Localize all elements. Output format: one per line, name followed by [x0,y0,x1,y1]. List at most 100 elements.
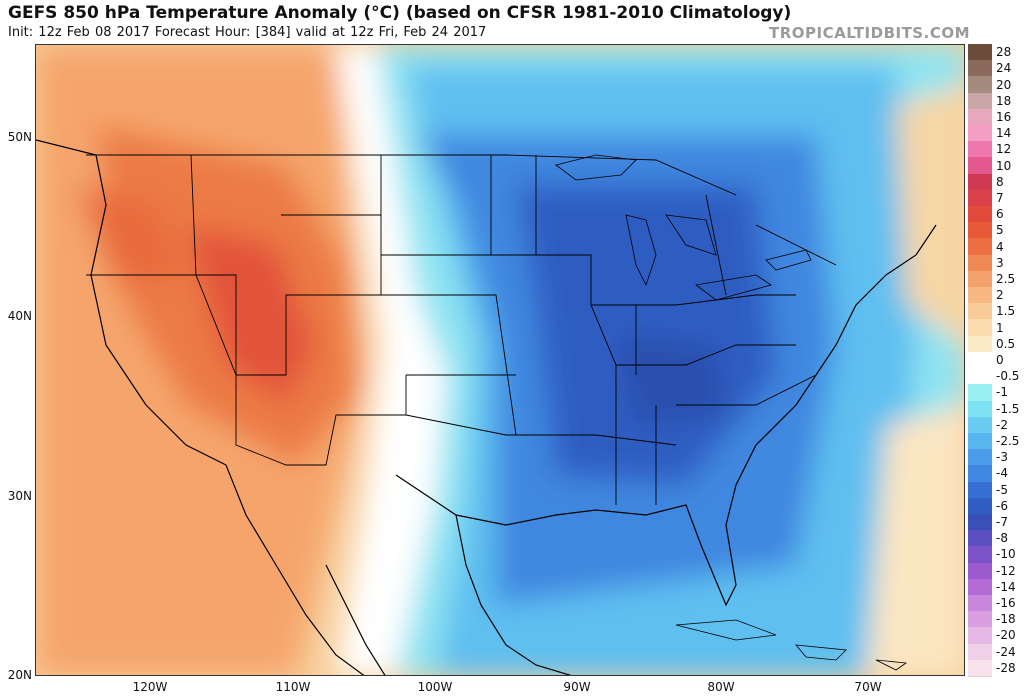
colorbar-label: -10 [996,547,1016,562]
lat-label: 50N [7,130,32,144]
colorbar-swatch [968,335,992,353]
colorbar-level: -3 [968,449,1022,467]
colorbar-label: 0.5 [996,336,1016,351]
colorbar-label: -16 [996,596,1016,611]
colorbar-swatch [968,594,992,613]
colorbar-level: 24 [968,60,1022,78]
colorbar-level: -1.5 [968,400,1022,418]
colorbar-swatch [968,432,992,451]
colorbar-swatch [968,368,992,386]
colorbar-label: -2 [996,417,1008,432]
colorbar-level: 1.5 [968,303,1022,321]
colorbar-label: 3 [996,255,1004,270]
colorbar-level: -1 [968,384,1022,402]
colorbar-label: -8 [996,531,1008,546]
colorbar-level: 2 [968,287,1022,305]
colorbar-level: -5 [968,481,1022,499]
colorbar-label: 16 [996,109,1012,124]
colorbar-swatch [968,125,992,143]
colorbar-label: 1.5 [996,304,1016,319]
colorbar-swatch [968,141,992,159]
colorbar-swatch [968,287,992,305]
colorbar-label: 2 [996,288,1004,303]
colorbar-swatch [968,465,992,483]
colorbar-level: -0.5 [968,368,1022,386]
colorbar-label: 6 [996,207,1004,222]
colorbar-label: 1 [996,320,1004,335]
colorbar-label: -7 [996,515,1008,530]
colorbar-label: 24 [996,61,1012,76]
colorbar-level: -18 [968,611,1022,629]
colorbar-level: 5 [968,222,1022,240]
colorbar-swatch [968,157,992,175]
colorbar-label: 14 [996,126,1012,141]
colorbar-label: 20 [996,77,1012,92]
colorbar-level: 1 [968,319,1022,337]
colorbar-swatch [968,222,992,240]
coastlines [36,139,937,675]
lon-label: 90W [563,680,591,694]
colorbar-level: -7 [968,513,1022,532]
colorbar-label: -18 [996,612,1016,627]
colorbar-level: 18 [968,92,1022,110]
colorbar-level: 0 [968,351,1022,370]
colorbar-level: 3 [968,254,1022,272]
colorbar-swatch [968,189,992,208]
lon-label: 110W [275,680,311,694]
colorbar-level: 20 [968,76,1022,94]
lon-label: 100W [417,680,453,694]
colorbar-level: 16 [968,108,1022,127]
colorbar-swatch [968,611,992,629]
colorbar-level: -28 [968,659,1022,677]
colorbar-label: -5 [996,482,1008,497]
colorbar-level: 2.5 [968,270,1022,289]
colorbar-swatch [968,546,992,564]
colorbar-level: 14 [968,125,1022,143]
colorbar-label: 0 [996,352,1004,367]
colorbar-swatch [968,206,992,224]
colorbar-level: -6 [968,497,1022,515]
colorbar-swatch [968,173,992,191]
colorbar-level: 4 [968,238,1022,256]
brand-watermark: TROPICALTIDBITS.COM [769,24,970,42]
lat-label: 40N [7,309,32,323]
colorbar-swatch [968,108,992,127]
colorbar-label: 4 [996,239,1004,254]
colorbar-swatch [968,303,992,321]
colorbar-label: 2.5 [996,271,1016,286]
colorbar-level: -10 [968,546,1022,564]
colorbar-label: 7 [996,190,1004,205]
colorbar-swatch [968,76,992,94]
colorbar-swatch [968,497,992,515]
colorbar-level: 0.5 [968,335,1022,353]
colorbar-swatch [968,384,992,402]
colorbar-swatch [968,92,992,110]
colorbar-swatch [968,416,992,434]
colorbar-label: -4 [996,466,1008,481]
great-lakes [555,154,812,301]
anomaly-map [35,44,965,676]
lon-label: 80W [707,680,735,694]
colorbar-level: -20 [968,627,1022,645]
colorbar-swatch [968,530,992,548]
lon-label: 70W [854,680,882,694]
colorbar-level: 10 [968,157,1022,175]
colorbar-swatch [968,254,992,272]
caribbean-islands [675,619,908,671]
colorbar-level: -24 [968,643,1022,661]
colorbar-label: -1 [996,385,1008,400]
colorbar-level: -16 [968,594,1022,613]
colorbar-label: -24 [996,644,1016,659]
colorbar-swatch [968,44,992,62]
colorbar-swatch [968,238,992,256]
map-title: GEFS 850 hPa Temperature Anomaly (°C) (b… [8,3,792,23]
colorbar-swatch [968,627,992,645]
colorbar-label: -3 [996,450,1008,465]
colorbar-legend: 28 24 20 18 16 14 12 10 8 7 6 5 4 3 2.5 2 1.5 1 0.5 0 -0.5 -1… [968,44,1022,677]
colorbar-swatch [968,400,992,418]
state-borders [86,154,837,505]
colorbar-label: -14 [996,579,1016,594]
colorbar-swatch [968,562,992,580]
lat-label: 20N [7,668,32,682]
colorbar-swatch [968,481,992,499]
